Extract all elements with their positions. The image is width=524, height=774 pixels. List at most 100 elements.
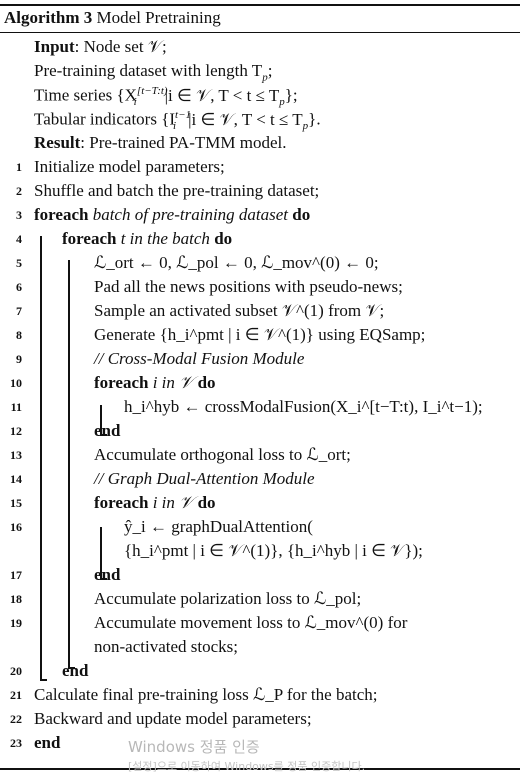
line-text: Generate {h_i^pmt | i ∈ 𝒱^(1)} using EQS… <box>94 325 425 345</box>
statement: Accumulate polarization loss to ℒ_pol; <box>94 589 362 608</box>
line-number: 13 <box>10 448 22 462</box>
algorithm-line: 9 // Cross-Modal Fusion Module <box>0 349 520 371</box>
algorithm-line: 12 end <box>0 421 520 443</box>
result-keyword: Result <box>34 133 81 152</box>
block-bar-foreach-i-2 <box>100 527 102 579</box>
statement: Accumulate orthogonal loss to ℒ_ort; <box>94 445 351 464</box>
line-number: 1 <box>16 160 22 174</box>
keyword-do: do <box>292 205 311 224</box>
keyword-do: do <box>214 229 233 248</box>
input-line-3-sub2: p <box>279 96 285 109</box>
algorithm-line: 14 // Graph Dual-Attention Module <box>0 469 520 491</box>
statement: h_i^hyb ← crossModalFusion(X_i^[t−T:t), … <box>124 397 483 416</box>
windows-activation-watermark: Windows 정품 인증 <box>128 738 260 756</box>
input-line-2-end: ; <box>267 61 273 80</box>
loop-clause: i in 𝒱 <box>152 493 194 512</box>
line-number: 18 <box>10 592 22 606</box>
line-text: Accumulate orthogonal loss to ℒ_ort; <box>94 445 351 465</box>
line-number: 19 <box>10 616 22 630</box>
input-line: Input: Node set 𝒱; <box>34 37 167 59</box>
input-line-4-close: }. <box>308 109 321 129</box>
keyword: foreach <box>62 229 117 248</box>
algorithm-line: 17 end <box>0 565 520 587</box>
line-text: // Cross-Modal Fusion Module <box>94 349 304 369</box>
statement: non-activated stocks; <box>94 637 238 656</box>
algorithm-line: 23 end <box>0 733 520 755</box>
statement: Shuffle and batch the pre-training datas… <box>34 181 320 200</box>
input-line-2: Pre-training dataset with length Tp; <box>34 61 272 83</box>
line-text: foreach i in 𝒱 do <box>94 493 216 513</box>
input-line-4: Tabular indicators {It−1i |i ∈ 𝒱, T < t ≤… <box>34 109 321 133</box>
statement: {h_i^pmt | i ∈ 𝒱^(1)}, {h_i^hyb | i ∈ 𝒱}… <box>124 541 423 560</box>
line-number: 15 <box>10 496 22 510</box>
keyword: foreach <box>94 373 149 392</box>
line-number: 11 <box>10 400 22 414</box>
line-text: {h_i^pmt | i ∈ 𝒱^(1)}, {h_i^hyb | i ∈ 𝒱}… <box>124 541 423 561</box>
algorithm-line: 2 Shuffle and batch the pre-training data… <box>0 181 520 203</box>
algorithm-line: {h_i^pmt | i ∈ 𝒱^(1)}, {h_i^hyb | i ∈ 𝒱}… <box>0 541 520 563</box>
line-text: end <box>62 661 88 681</box>
block-tick-foreach-batch <box>40 679 47 681</box>
line-text: Accumulate movement loss to ℒ_mov^(0) fo… <box>94 613 407 633</box>
windows-activation-watermark-sub: [설정]으로 이동하여 Windows를 정품 인증합니다. <box>128 760 366 773</box>
keyword: foreach <box>94 493 149 512</box>
title-rule <box>0 32 520 33</box>
line-text: foreach batch of pre-training dataset do <box>34 205 310 225</box>
algorithm-line: 18 Accumulate polarization loss to ℒ_pol; <box>0 589 520 611</box>
line-text: foreach i in 𝒱 do <box>94 373 216 393</box>
statement: Pad all the news positions with pseudo-n… <box>94 277 403 296</box>
block-bar-foreach-batch <box>40 236 42 680</box>
line-text: Initialize model parameters; <box>34 157 225 177</box>
algorithm-title: Algorithm 3 Model Pretraining <box>4 8 221 28</box>
line-text: end <box>94 421 120 441</box>
block-tick-foreach-i-1 <box>100 434 107 436</box>
block-tick-foreach-t <box>68 667 75 669</box>
line-number: 10 <box>10 376 22 390</box>
line-number: 3 <box>16 208 22 222</box>
line-text: Shuffle and batch the pre-training datas… <box>34 181 319 201</box>
algorithm-line: 13 Accumulate orthogonal loss to ℒ_ort; <box>0 445 520 467</box>
block-tick-foreach-i-2 <box>100 578 107 580</box>
algorithm-line: 6 Pad all the news positions with pseudo-… <box>0 277 520 299</box>
loop-clause: batch of pre-training dataset <box>92 205 289 224</box>
input-line-4-sub: i <box>173 120 177 133</box>
line-number: 14 <box>10 472 22 486</box>
keyword-do: do <box>197 373 216 392</box>
line-number: 5 <box>16 256 22 270</box>
algorithm-line: 22 Backward and update model parameters; <box>0 709 520 731</box>
line-text: ŷ_i ← graphDualAttention( <box>124 517 313 537</box>
line-number: 8 <box>16 328 22 342</box>
line-number: 2 <box>16 184 22 198</box>
algorithm-line: 5 ℒ_ort ← 0, ℒ_pol ← 0, ℒ_mov^(0) ← 0; <box>0 253 520 275</box>
line-number: 4 <box>16 232 22 246</box>
input-text: : Node set 𝒱; <box>74 37 167 56</box>
keyword: end <box>34 733 61 752</box>
algorithm-line: non-activated stocks; <box>0 637 520 659</box>
input-line-4-sup: t−1 <box>175 109 192 121</box>
line-number: 12 <box>10 424 22 438</box>
line-text: Accumulate polarization loss to ℒ_pol; <box>94 589 361 609</box>
algorithm-line: 1 Initialize model parameters; <box>0 157 520 179</box>
algorithm-line: 21 Calculate final pre-training loss ℒ_P … <box>0 685 520 707</box>
line-text: Backward and update model parameters; <box>34 709 312 729</box>
line-text: h_i^hyb ← crossModalFusion(X_i^[t−T:t), … <box>124 397 483 417</box>
statement: Sample an activated subset 𝒱^(1) from 𝒱; <box>94 301 385 320</box>
line-number: 9 <box>16 352 22 366</box>
line-text: non-activated stocks; <box>94 637 238 657</box>
block-bar-foreach-i-1 <box>100 405 102 435</box>
input-line-4-text: Tabular indicators {I <box>34 109 176 129</box>
line-text: foreach t in the batch do <box>62 229 232 249</box>
input-keyword: Input <box>34 37 75 56</box>
algorithm-line: 10 foreach i in 𝒱 do <box>0 373 520 395</box>
keyword: end <box>62 661 89 680</box>
algorithm-line: 7 Sample an activated subset 𝒱^(1) from 𝒱… <box>0 301 520 323</box>
line-text: // Graph Dual-Attention Module <box>94 469 315 489</box>
algorithm-line: 15 foreach i in 𝒱 do <box>0 493 520 515</box>
algorithm-name: Model Pretraining <box>96 8 221 27</box>
keyword-do: do <box>197 493 216 512</box>
algorithm-label: Algorithm 3 <box>4 8 93 27</box>
line-text: Calculate final pre-training loss ℒ_P fo… <box>34 685 378 705</box>
line-number: 20 <box>10 664 22 678</box>
input-line-2-text: Pre-training dataset with length T <box>34 61 263 80</box>
line-number: 22 <box>10 712 22 726</box>
